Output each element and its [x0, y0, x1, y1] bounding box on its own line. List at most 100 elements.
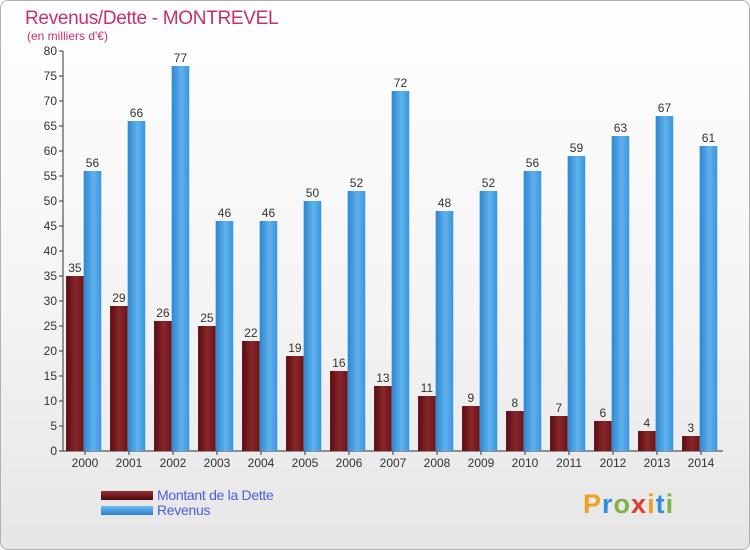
- bar-revenus: [655, 116, 674, 451]
- legend-item-revenus: Revenus: [101, 502, 211, 518]
- y-tick-label: 20: [44, 344, 58, 358]
- chart-subtitle: (en milliers d'€): [27, 29, 108, 43]
- y-tick-label: 30: [44, 294, 58, 308]
- bar-revenus: [215, 221, 234, 451]
- legend-swatch-revenus: [101, 505, 153, 515]
- y-tick-label: 70: [44, 94, 58, 108]
- logo-letter: t: [655, 489, 666, 519]
- data-label-dette: 16: [332, 356, 346, 370]
- bar-revenus: [83, 171, 102, 451]
- data-label-dette: 9: [468, 391, 475, 405]
- legend-item-dette: Montant de la Dette: [101, 487, 274, 503]
- bar-revenus: [699, 146, 718, 451]
- data-label-revenus: 52: [482, 176, 496, 190]
- x-tick-label: 2004: [248, 456, 275, 470]
- x-tick-label: 2003: [204, 456, 231, 470]
- bar-revenus: [347, 191, 366, 451]
- data-label-revenus: 50: [306, 186, 320, 200]
- data-label-revenus: 56: [526, 156, 540, 170]
- x-tick-label: 2008: [424, 456, 451, 470]
- data-label-revenus: 48: [438, 196, 452, 210]
- y-tick-label: 75: [44, 69, 58, 83]
- bar-dette: [154, 321, 172, 451]
- x-tick-label: 2014: [688, 456, 715, 470]
- legend-swatch-dette: [101, 490, 153, 500]
- bar-revenus: [303, 201, 322, 451]
- bar-dette: [506, 411, 524, 451]
- x-tick-label: 2007: [380, 456, 407, 470]
- bar-dette: [462, 406, 480, 451]
- y-tick-label: 80: [44, 44, 58, 58]
- x-tick-label: 2002: [160, 456, 187, 470]
- bar-dette: [110, 306, 128, 451]
- bar-dette: [550, 416, 568, 451]
- data-label-dette: 11: [421, 381, 434, 395]
- bar-dette: [330, 371, 348, 451]
- x-tick-label: 2001: [116, 456, 143, 470]
- data-label-dette: 3: [688, 421, 695, 435]
- bar-dette: [286, 356, 304, 451]
- y-tick-label: 55: [44, 169, 58, 183]
- data-label-dette: 7: [556, 401, 563, 415]
- logo-letter: i: [647, 489, 656, 519]
- logo-letter: r: [602, 489, 614, 519]
- y-tick-label: 0: [50, 444, 57, 458]
- data-label-revenus: 77: [174, 51, 188, 65]
- data-label-revenus: 56: [86, 156, 100, 170]
- data-label-dette: 25: [200, 311, 214, 325]
- x-tick-label: 2013: [644, 456, 671, 470]
- legend-label-dette: Montant de la Dette: [157, 487, 274, 503]
- bar-revenus: [479, 191, 498, 451]
- data-label-revenus: 46: [218, 206, 232, 220]
- data-label-dette: 35: [68, 261, 82, 275]
- bar-dette: [198, 326, 216, 451]
- data-label-revenus: 72: [394, 76, 408, 90]
- logo-letter: o: [613, 489, 632, 519]
- data-label-dette: 29: [112, 291, 126, 305]
- bar-revenus: [435, 211, 454, 451]
- bar-dette: [374, 386, 392, 451]
- legend-label-revenus: Revenus: [157, 502, 211, 518]
- chart-title: Revenus/Dette - MONTREVEL: [25, 8, 279, 29]
- x-tick-label: 2006: [336, 456, 363, 470]
- data-label-revenus: 66: [130, 106, 144, 120]
- logo-letter: i: [665, 489, 675, 519]
- bar-revenus: [127, 121, 146, 451]
- y-tick-label: 45: [44, 219, 58, 233]
- data-label-dette: 22: [244, 326, 258, 340]
- bar-revenus: [611, 136, 630, 451]
- x-tick-label: 2010: [512, 456, 539, 470]
- y-tick-label: 15: [44, 369, 58, 383]
- bar-revenus: [259, 221, 278, 451]
- data-label-dette: 26: [156, 306, 170, 320]
- data-label-revenus: 67: [658, 101, 672, 115]
- bar-dette: [66, 276, 84, 451]
- y-tick-label: 60: [44, 144, 58, 158]
- data-label-revenus: 59: [570, 141, 584, 155]
- data-label-dette: 8: [512, 396, 519, 410]
- y-tick-label: 50: [44, 194, 58, 208]
- bar-dette: [594, 421, 612, 451]
- data-label-revenus: 63: [614, 121, 628, 135]
- y-tick-label: 40: [44, 244, 58, 258]
- data-label-revenus: 52: [350, 176, 364, 190]
- x-tick-label: 2005: [292, 456, 319, 470]
- x-tick-label: 2012: [600, 456, 627, 470]
- data-label-revenus: 61: [702, 131, 716, 145]
- y-tick-label: 25: [44, 319, 58, 333]
- data-label-dette: 6: [600, 406, 607, 420]
- y-tick-label: 35: [44, 269, 58, 283]
- bar-dette: [242, 341, 260, 451]
- logo-letter: x: [631, 489, 648, 519]
- data-label-dette: 13: [376, 371, 390, 385]
- bar-dette: [682, 436, 700, 451]
- proxiti-logo: Proxiti: [583, 489, 674, 520]
- logo-letter: P: [583, 489, 603, 519]
- x-tick-label: 2009: [468, 456, 495, 470]
- y-tick-label: 5: [50, 419, 57, 433]
- x-tick-label: 2011: [556, 456, 582, 470]
- y-tick-label: 10: [44, 394, 58, 408]
- bar-revenus: [171, 66, 190, 451]
- bar-revenus: [523, 171, 542, 451]
